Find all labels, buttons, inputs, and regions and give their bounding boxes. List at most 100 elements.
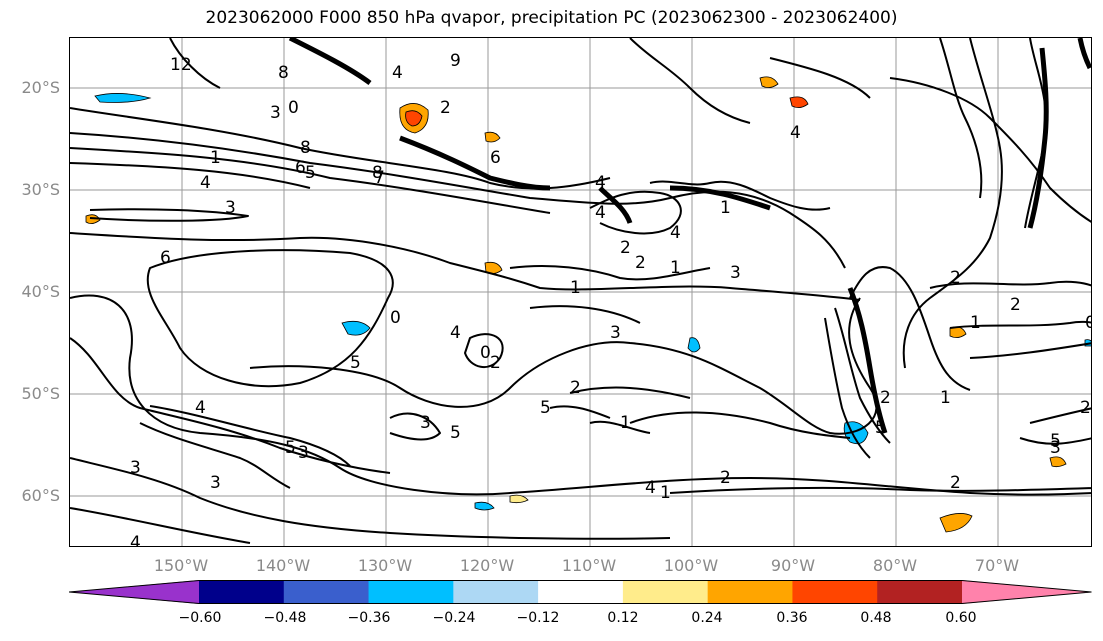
contour-label: 1 [620,413,631,433]
contour-lines [70,38,1091,544]
precip-blob [405,110,423,127]
contour-label: 4 [195,398,206,418]
colorbar-tick: −0.60 [178,610,222,626]
contour-line [1027,47,1049,229]
contour-line [669,486,1091,494]
contour-line [929,280,1091,289]
contour-label: 0 [390,308,401,328]
map-panel: 12 9 4 0 8 6 4 3 5 2 1 7 8 6 4 4 4 3 0 5 6 4 5 3 5 4 3 5 2 1 1 2 4 3 3 4 2 0 1… [69,37,1092,547]
colorbar-swatch [283,580,370,604]
contour-line [70,457,671,540]
contour-line [70,147,551,214]
contour-label: 1 [570,278,581,298]
contour-label: 0 [480,343,491,363]
contour-line [569,386,691,399]
contour-label: 1 [720,198,731,218]
contour-line [669,185,771,211]
contour-label: 2 [720,468,731,488]
contour-line [847,287,888,434]
contour-label: 3 [420,413,431,433]
colorbar [69,580,1092,604]
contour-line [902,38,1003,369]
lon-label-110w: 110°W [561,556,617,575]
lat-label-60s: 60°S [21,486,60,505]
lon-label-150w: 150°W [153,556,209,575]
contour-line [70,107,611,190]
precip-blob [759,76,779,88]
contour-label: 1 [670,258,681,278]
precip-blob [94,93,152,103]
precip-blob [789,96,809,108]
contour-line [549,405,611,419]
contour-label: 1 [970,313,981,333]
contour-label: 1 [210,148,221,168]
contour-label: 3 [610,323,621,343]
colorbar-tick: −0.36 [347,610,391,626]
colorbar-swatch [199,580,285,604]
contour-line [464,333,504,368]
lon-label-100w: 100°W [663,556,719,575]
contour-line [589,420,651,434]
contour-label: 3 [270,103,281,123]
contour-labels: 12 94086435217864443056453543521124334201… [130,51,1091,547]
colorbar-tick: −0.48 [263,610,307,626]
contour-line [146,249,394,387]
colorbar-tick: 0.12 [607,610,639,626]
colorbar-outline [69,580,1092,604]
contour-label: 4 [200,173,211,193]
lon-label-90w: 90°W [770,556,816,575]
colorbar-swatch [538,580,624,604]
contour-line [629,38,751,124]
contour-line [769,57,871,99]
precip-blob [484,131,501,143]
contour-label: 5 [305,163,316,183]
contour-label: 4 [130,533,141,547]
contour-line [70,162,311,189]
lat-label-30s: 30°S [21,180,60,199]
lon-label-80w: 80°W [872,556,918,575]
contour-line [288,38,372,86]
contour-line [139,422,291,489]
contour-label: 6 [160,248,171,268]
lon-label-140w: 140°W [255,556,311,575]
contour-label: 3 [225,198,236,218]
contour-label: 3 [730,263,741,283]
colorbar-swatch [877,580,963,604]
colorbar-swatch [622,580,709,604]
precip-blob [341,320,371,336]
lat-label-50s: 50°S [21,384,60,403]
contour-line [399,135,551,191]
contour-map: 12 94086435217864443056453543521124334201… [70,38,1091,547]
contour-label: 3 [298,443,309,463]
colorbar-swatch [792,580,878,604]
contour-label: 5 [540,398,551,418]
contour-line [589,190,682,235]
contour-label: 3 [1050,438,1061,458]
contour-label: 9 [450,51,461,71]
contour-line [1029,407,1091,424]
contour-label: 4 [645,478,656,498]
contour-label: 6 [490,148,501,168]
colorbar-extend-high [962,580,1092,604]
contour-label: 8 [372,163,383,183]
colorbar-tick: 0.48 [860,610,892,626]
colorbar-swatch [453,580,539,604]
contour-line [1019,437,1091,445]
contour-line [70,132,671,205]
contour-label: 5 [285,438,296,458]
precip-blob [509,494,529,504]
contour-line [849,266,971,391]
contour-label: 4 [595,173,606,193]
contour-label: 4 [670,223,681,243]
lat-label-20s: 20°S [21,78,60,97]
contour-line [889,77,1091,223]
contour-line [529,305,641,324]
contour-label: 4 [790,123,801,143]
contour-line [949,320,1091,329]
contour-line [70,507,251,544]
lon-label-70w: 70°W [974,556,1020,575]
contour-label: 5 [875,418,886,438]
contour-line [169,38,221,89]
contour-line [1077,38,1091,70]
contour-line [598,186,633,224]
